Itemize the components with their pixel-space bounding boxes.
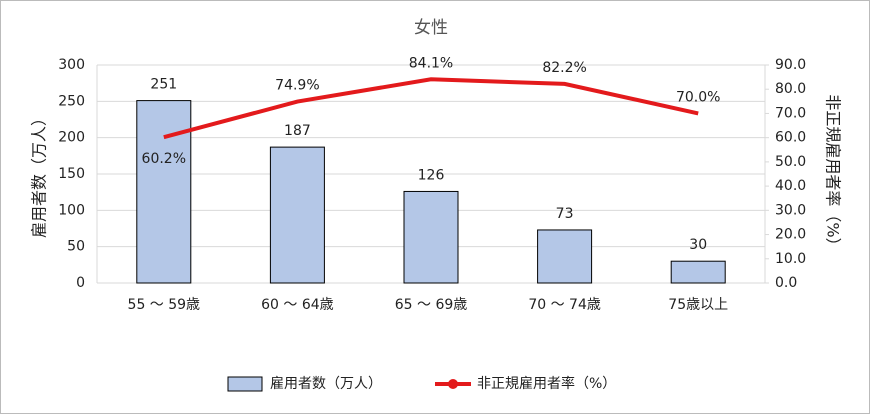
y2-tick-label: 20.0	[775, 227, 806, 243]
y2-tick-label: 50.0	[775, 154, 806, 170]
y2-tick-label: 80.0	[775, 81, 806, 97]
x-tick-label: 55 〜 59歳	[128, 297, 201, 313]
y2-tick-label: 70.0	[775, 105, 806, 121]
line-value-label: 60.2%	[142, 151, 186, 167]
bar-value-label: 251	[150, 77, 177, 93]
bar-value-label: 30	[689, 237, 707, 253]
bar	[537, 229, 593, 284]
legend-label: 雇用者数（万人）	[270, 375, 382, 392]
y-tick-label: 0	[76, 275, 85, 291]
bar	[670, 260, 726, 284]
x-tick-label: 65 〜 69歳	[395, 297, 468, 313]
bar	[269, 146, 325, 284]
legend-marker	[448, 379, 458, 389]
y2-tick-label: 0.0	[775, 275, 797, 291]
legend-swatch	[227, 376, 263, 392]
bar	[136, 100, 192, 284]
y2-tick-label: 30.0	[775, 202, 806, 218]
line	[163, 77, 699, 140]
legend-label: 非正規雇用者率（%）	[477, 375, 616, 392]
y-tick-label: 200	[58, 130, 85, 146]
x-tick-label: 60 〜 64歳	[261, 297, 334, 313]
y2-tick-label: 90.0	[775, 57, 806, 73]
y2-tick-label: 10.0	[775, 251, 806, 267]
bar-value-label: 73	[556, 206, 574, 222]
x-tick-label: 70 〜 74歳	[528, 297, 601, 313]
y-tick-label: 50	[67, 239, 85, 255]
line-value-label: 84.1%	[409, 55, 453, 71]
y2-tick-label: 40.0	[775, 178, 806, 194]
chart-title: 女性	[414, 18, 448, 38]
y-axis-title: 雇用者数（万人）	[30, 110, 49, 238]
y2-tick-label: 60.0	[775, 130, 806, 146]
y2-axis-title: 非正規雇用者率（%）	[824, 94, 843, 253]
line-value-label: 82.2%	[542, 60, 586, 76]
x-tick-label: 75歳以上	[668, 297, 728, 313]
y-tick-label: 250	[58, 93, 85, 109]
y-tick-label: 150	[58, 166, 85, 182]
line-value-label: 74.9%	[275, 78, 319, 94]
bar-value-label: 187	[284, 123, 311, 139]
bar-value-label: 126	[418, 167, 445, 183]
y-tick-label: 100	[58, 202, 85, 218]
line-value-label: 70.0%	[676, 89, 720, 105]
bar	[403, 190, 459, 284]
y-tick-label: 300	[58, 57, 85, 73]
